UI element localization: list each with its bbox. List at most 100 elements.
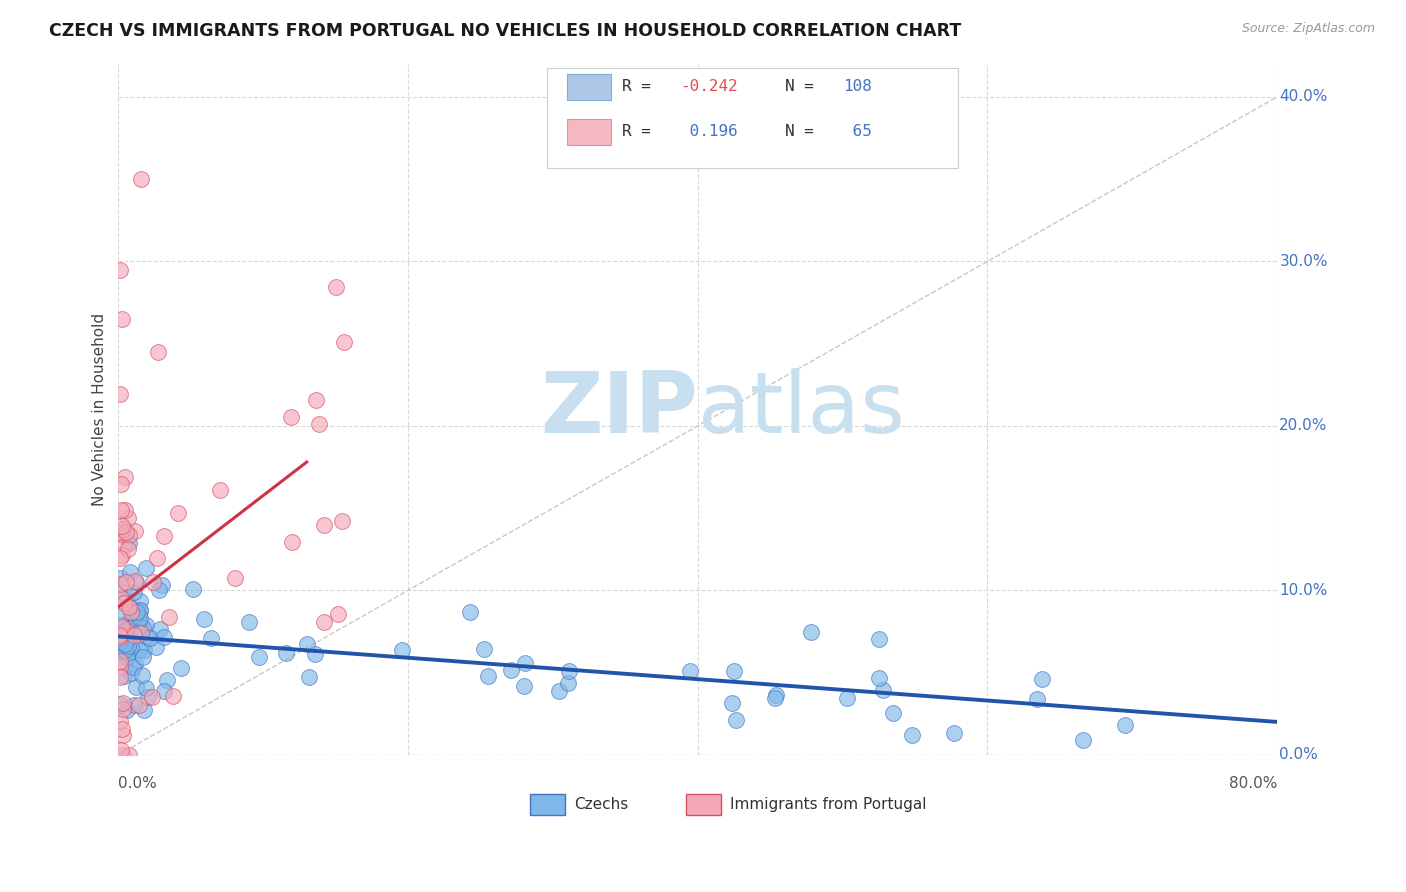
Point <box>110 526 132 541</box>
Point <box>110 503 132 517</box>
Point <box>108 697 131 711</box>
Point <box>121 605 143 619</box>
Point <box>115 703 138 717</box>
FancyBboxPatch shape <box>567 74 610 100</box>
Point <box>121 660 143 674</box>
Point <box>326 607 349 621</box>
Point <box>136 690 159 704</box>
Point <box>115 625 138 640</box>
FancyBboxPatch shape <box>530 794 564 815</box>
Point <box>108 524 131 539</box>
Point <box>120 613 142 627</box>
Point <box>114 637 136 651</box>
Point <box>333 335 356 350</box>
Point <box>108 670 131 684</box>
Point <box>280 409 302 424</box>
Point <box>547 684 569 698</box>
Point <box>117 631 139 645</box>
Point <box>148 623 170 637</box>
Point <box>115 524 138 539</box>
Point <box>477 669 499 683</box>
Point <box>515 656 537 670</box>
Text: N =: N = <box>785 124 823 138</box>
Point <box>112 728 135 742</box>
Point <box>110 591 132 605</box>
Point <box>108 660 131 674</box>
Point <box>152 683 174 698</box>
Point <box>120 621 142 635</box>
Point <box>247 649 270 664</box>
Point <box>162 689 184 703</box>
Point <box>150 577 173 591</box>
Point <box>117 639 139 653</box>
Point <box>108 714 131 728</box>
Text: ZIP: ZIP <box>540 368 697 451</box>
Point <box>122 619 145 633</box>
Point <box>120 640 142 654</box>
Point <box>139 631 162 645</box>
Text: 20.0%: 20.0% <box>1279 418 1327 434</box>
Point <box>148 582 170 597</box>
Point <box>153 630 176 644</box>
Point <box>200 632 222 646</box>
Point <box>112 624 135 639</box>
Point <box>391 643 413 657</box>
Point <box>325 280 347 294</box>
Point <box>330 514 353 528</box>
Point <box>115 623 138 637</box>
Point <box>304 647 326 661</box>
Point <box>124 584 146 599</box>
Y-axis label: No Vehicles in Household: No Vehicles in Household <box>93 313 107 506</box>
Point <box>152 529 174 543</box>
Point <box>108 386 131 401</box>
Point <box>110 743 132 757</box>
Point <box>118 615 141 629</box>
Point <box>128 611 150 625</box>
Point <box>1188 797 1211 812</box>
Point <box>111 620 134 634</box>
Point <box>120 605 142 619</box>
Point <box>458 605 481 619</box>
Point <box>499 663 522 677</box>
Point <box>120 601 142 615</box>
Point <box>1026 692 1049 706</box>
Point <box>110 548 132 562</box>
Text: atlas: atlas <box>697 368 905 451</box>
Point <box>901 728 924 742</box>
Text: R =: R = <box>623 124 661 138</box>
Point <box>111 584 134 599</box>
Point <box>112 696 135 710</box>
Point <box>129 172 152 186</box>
Point <box>110 571 132 585</box>
Point <box>238 615 260 629</box>
Point <box>145 640 167 654</box>
Point <box>115 650 138 665</box>
Text: Source: ZipAtlas.com: Source: ZipAtlas.com <box>1241 22 1375 36</box>
Point <box>114 470 136 484</box>
Point <box>120 624 142 638</box>
Point <box>115 624 138 639</box>
Point <box>112 669 135 683</box>
Point <box>193 613 215 627</box>
Point <box>1073 733 1095 747</box>
Point <box>280 535 302 549</box>
Point <box>117 640 139 654</box>
Point <box>125 605 148 619</box>
Point <box>274 646 297 660</box>
Point <box>111 747 134 762</box>
Point <box>132 621 155 635</box>
Point <box>295 637 318 651</box>
Text: 80.0%: 80.0% <box>1229 775 1277 790</box>
Point <box>723 664 745 678</box>
Point <box>135 681 157 695</box>
Point <box>112 538 135 552</box>
Point <box>148 344 170 359</box>
Text: Immigrants from Portugal: Immigrants from Portugal <box>730 797 927 812</box>
Point <box>122 612 145 626</box>
Text: 0.0%: 0.0% <box>118 775 157 790</box>
Point <box>557 675 579 690</box>
Text: R =: R = <box>623 78 661 94</box>
Point <box>122 698 145 713</box>
Point <box>156 673 179 687</box>
Text: N =: N = <box>785 78 823 94</box>
